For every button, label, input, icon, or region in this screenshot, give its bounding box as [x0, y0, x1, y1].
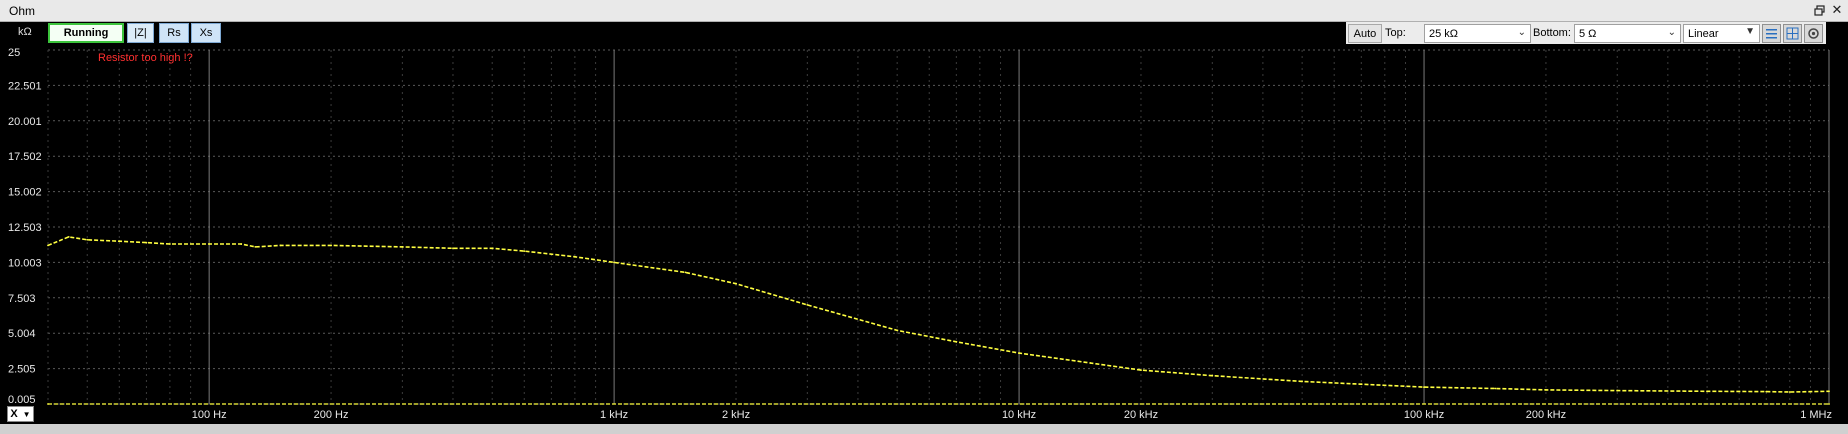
- y-tick-label: 20.001: [8, 116, 42, 128]
- data-point: [1545, 389, 1547, 391]
- data-point: [613, 261, 615, 264]
- data-point: [955, 340, 958, 343]
- close-icon[interactable]: ✕: [1831, 2, 1843, 17]
- top-label: Top:: [1385, 27, 1406, 39]
- data-point: [1360, 383, 1363, 386]
- x-tick-label: 100 Hz: [192, 409, 227, 421]
- data-point: [145, 241, 148, 244]
- top-value-select[interactable]: 25 kΩ ⌄: [1424, 24, 1531, 43]
- data-point: [47, 244, 49, 247]
- y-tick-label: 12.503: [8, 222, 42, 234]
- data-point: [1616, 389, 1619, 392]
- scale-mode-value: Linear: [1688, 28, 1719, 40]
- y-tick-label: 25: [8, 47, 20, 59]
- data-point: [118, 240, 121, 243]
- data-point: [208, 243, 211, 245]
- data-point: [254, 246, 257, 248]
- data-point: [896, 329, 899, 332]
- x-tick-label: 1 kHz: [600, 409, 628, 421]
- y-tick-label: 5.004: [8, 328, 36, 340]
- chart-grid: [47, 49, 1830, 405]
- auto-button[interactable]: Auto: [1348, 24, 1382, 43]
- x-tick-label: 200 Hz: [314, 409, 349, 421]
- data-point: [523, 250, 526, 253]
- data-point: [1494, 387, 1497, 390]
- data-point: [1089, 362, 1092, 364]
- x-selector-value: X: [10, 408, 18, 420]
- y-tick-label: 22.501: [8, 80, 42, 92]
- data-point: [491, 247, 494, 250]
- y-tick-label: 15.002: [8, 187, 42, 199]
- y-tick-label: 7.503: [8, 293, 36, 305]
- data-point: [401, 246, 404, 248]
- y-tick-label: 10.003: [8, 257, 42, 269]
- warning-message: Resistor too high !?: [98, 52, 193, 64]
- restore-icon[interactable]: [1812, 3, 1826, 17]
- xs-button[interactable]: Xs: [191, 23, 221, 43]
- impedance-magnitude-button[interactable]: |Z|: [127, 23, 154, 43]
- scale-controls: Auto Top: 25 kΩ ⌄ Bottom: 5 Ω ⌄ Linear ▼: [1346, 22, 1826, 45]
- data-point: [1018, 352, 1020, 354]
- data-point: [1211, 374, 1214, 377]
- x-axis-labels: 100 Hz 200 Hz 1 kHz 2 kHz 10 kHz 20 kHz 100 kH…: [192, 409, 1832, 421]
- chevron-down-icon: ⌄: [1517, 27, 1526, 38]
- data-point: [1765, 390, 1768, 393]
- data-point: [67, 236, 70, 238]
- chevron-down-icon: ▼: [1745, 26, 1755, 37]
- data-point: [1140, 369, 1142, 371]
- y-tick-label: 0.005: [8, 394, 36, 406]
- data-point: [1423, 386, 1425, 388]
- data-point: [169, 243, 171, 245]
- data-point: [1788, 391, 1791, 393]
- data-point: [240, 243, 243, 245]
- bottom-label: Bottom:: [1533, 27, 1571, 39]
- unit-label: kΩ: [18, 26, 32, 38]
- scale-mode-select[interactable]: Linear ▼: [1683, 24, 1760, 43]
- chevron-down-icon: ▼: [22, 409, 31, 419]
- rs-button[interactable]: Rs: [159, 23, 189, 43]
- cursor-marker-icon[interactable]: [1762, 24, 1781, 43]
- data-point: [1706, 390, 1708, 393]
- x-axis-selector[interactable]: X ▼: [7, 406, 34, 422]
- impedance-trace: [47, 236, 1830, 393]
- impedance-chart[interactable]: 25 22.501 20.001 17.502 15.002 12.503 10.003 7.…: [0, 44, 1848, 424]
- chevron-down-icon: ⌄: [1667, 27, 1676, 38]
- data-point: [330, 244, 332, 247]
- x-tick-label: 20 kHz: [1124, 409, 1158, 421]
- window-title: Ohm: [9, 4, 36, 18]
- data-point: [806, 304, 809, 306]
- y-tick-label: 2.505: [8, 364, 36, 376]
- data-point: [86, 238, 89, 241]
- data-point: [452, 247, 454, 250]
- data-point: [47, 403, 49, 405]
- status-strip: [0, 424, 1848, 434]
- chart-background: [0, 44, 1848, 424]
- running-button[interactable]: Running: [48, 23, 124, 43]
- x-tick-label: 1 MHz: [1800, 409, 1832, 421]
- y-axis-labels: 25 22.501 20.001 17.502 15.002 12.503 10.003 7.…: [8, 47, 42, 406]
- data-point: [574, 255, 576, 258]
- top-value: 25 kΩ: [1429, 28, 1459, 40]
- y-tick-label: 17.502: [8, 151, 42, 163]
- data-point: [735, 282, 737, 285]
- title-bar: Ohm ✕: [0, 0, 1848, 22]
- chart-traces: [47, 236, 1830, 405]
- bottom-value-select[interactable]: 5 Ω ⌄: [1574, 24, 1681, 43]
- data-point: [279, 244, 282, 247]
- x-tick-label: 10 kHz: [1002, 409, 1036, 421]
- x-tick-label: 100 kHz: [1404, 409, 1444, 421]
- bottom-value: 5 Ω: [1579, 28, 1597, 40]
- data-point: [1828, 403, 1830, 405]
- grid-icon[interactable]: [1783, 24, 1802, 43]
- data-point: [1828, 390, 1830, 393]
- data-point: [1301, 380, 1303, 383]
- data-point: [684, 271, 687, 274]
- x-tick-label: 200 kHz: [1526, 409, 1566, 421]
- x-tick-label: 2 kHz: [722, 409, 750, 421]
- settings-icon[interactable]: [1804, 24, 1823, 43]
